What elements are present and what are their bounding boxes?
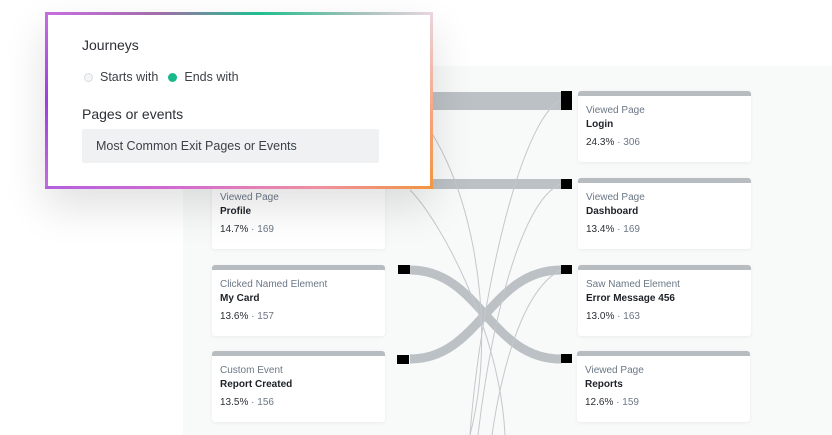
node-handle[interactable] xyxy=(561,265,572,274)
node-percent: 13.5% xyxy=(220,397,249,408)
node-type: Custom Event xyxy=(220,365,283,376)
node-separator: · xyxy=(251,397,255,408)
node-handle[interactable] xyxy=(398,265,410,274)
node-type: Viewed Page xyxy=(586,105,645,116)
node-separator: · xyxy=(617,311,621,322)
node-stats: 14.7% · 169 xyxy=(220,224,274,235)
journey-direction-radio-group: Starts with Ends with xyxy=(84,70,249,84)
node-handle[interactable] xyxy=(397,355,409,364)
node-name: Reports xyxy=(585,379,623,390)
node-stats: 13.0% · 163 xyxy=(586,311,640,322)
radio-selected-icon xyxy=(168,72,178,82)
node-handle[interactable] xyxy=(561,91,572,110)
node-name: My Card xyxy=(220,293,260,304)
node-name: Profile xyxy=(220,206,252,217)
node-stats: 24.3% · 306 xyxy=(586,137,640,148)
right-node-error-message[interactable]: Saw Named Element Error Message 456 13.0… xyxy=(578,265,751,336)
panel-gradient-border xyxy=(45,186,433,189)
node-stats: 13.6% · 157 xyxy=(220,311,274,322)
radio-ends-with[interactable]: Ends with xyxy=(168,70,239,84)
right-node-dashboard[interactable]: Viewed Page Dashboard 13.4% · 169 xyxy=(578,178,751,249)
left-node-profile[interactable]: Viewed Page Profile 14.7% · 169 xyxy=(212,180,385,249)
node-type: Clicked Named Element xyxy=(220,279,328,290)
node-handle[interactable] xyxy=(561,354,572,363)
node-separator: · xyxy=(616,397,620,408)
node-separator: · xyxy=(251,311,255,322)
node-count: 163 xyxy=(623,311,640,322)
node-name: Error Message 456 xyxy=(586,293,675,304)
node-type: Saw Named Element xyxy=(586,279,680,290)
node-separator: · xyxy=(617,137,621,148)
node-type: Viewed Page xyxy=(586,192,645,203)
node-count: 169 xyxy=(623,224,640,235)
node-name: Dashboard xyxy=(586,206,639,217)
node-percent: 13.6% xyxy=(220,311,249,322)
pages-or-events-heading: Pages or events xyxy=(82,106,184,122)
radio-label: Ends with xyxy=(184,70,239,84)
panel-body: Journeys Starts with Ends with Pages or … xyxy=(48,15,430,186)
node-separator: · xyxy=(617,224,621,235)
node-stats: 12.6% · 159 xyxy=(585,397,639,408)
node-count: 157 xyxy=(257,311,274,322)
journeys-heading: Journeys xyxy=(82,37,139,53)
radio-starts-with[interactable]: Starts with xyxy=(84,70,158,84)
left-node-report-created[interactable]: Custom Event Report Created 13.5% · 156 xyxy=(212,351,385,422)
node-stats: 13.4% · 169 xyxy=(586,224,640,235)
node-type: Viewed Page xyxy=(585,365,644,376)
node-count: 159 xyxy=(622,397,639,408)
node-percent: 13.0% xyxy=(586,311,615,322)
journey-filter-panel: Journeys Starts with Ends with Pages or … xyxy=(45,12,433,189)
node-name: Report Created xyxy=(220,379,293,390)
node-count: 306 xyxy=(623,137,640,148)
pages-or-events-select[interactable]: Most Common Exit Pages or Events xyxy=(82,129,379,163)
node-count: 169 xyxy=(257,224,274,235)
node-percent: 12.6% xyxy=(585,397,614,408)
node-top-bar xyxy=(212,265,385,270)
node-top-bar xyxy=(577,351,750,356)
node-percent: 14.7% xyxy=(220,224,249,235)
left-node-my-card[interactable]: Clicked Named Element My Card 13.6% · 15… xyxy=(212,265,385,336)
right-node-login[interactable]: Viewed Page Login 24.3% · 306 xyxy=(578,91,751,162)
node-top-bar xyxy=(212,351,385,356)
node-count: 156 xyxy=(257,397,274,408)
node-percent: 24.3% xyxy=(586,137,615,148)
node-handle[interactable] xyxy=(561,179,572,189)
node-stats: 13.5% · 156 xyxy=(220,397,274,408)
right-node-reports[interactable]: Viewed Page Reports 12.6% · 159 xyxy=(577,351,750,422)
radio-label: Starts with xyxy=(100,70,159,84)
node-percent: 13.4% xyxy=(586,224,615,235)
node-top-bar xyxy=(578,265,751,270)
node-name: Login xyxy=(586,119,614,130)
node-separator: · xyxy=(251,224,255,235)
node-top-bar xyxy=(578,178,751,183)
radio-unselected-icon xyxy=(84,72,93,82)
node-top-bar xyxy=(578,91,751,96)
node-type: Viewed Page xyxy=(220,192,279,203)
